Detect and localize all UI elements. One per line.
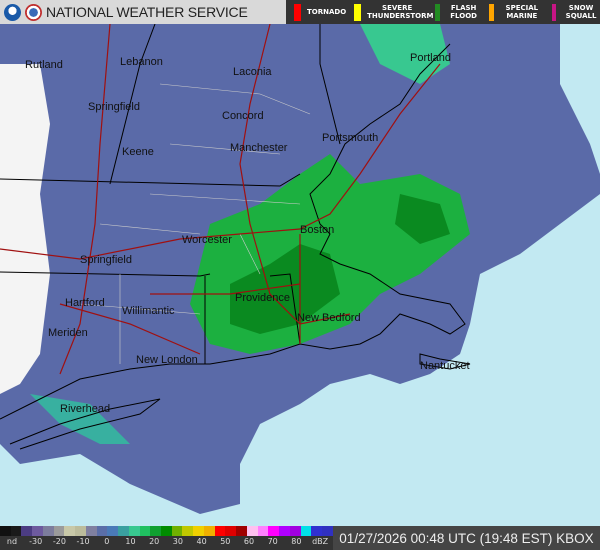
city-label: New London (136, 354, 198, 366)
city-label: Riverhead (60, 403, 111, 415)
scale-swatch (21, 526, 33, 536)
warning-label: TORNADO (307, 8, 347, 16)
city-label: Concord (222, 110, 264, 122)
site-title: NATIONAL WEATHER SERVICE (46, 4, 248, 20)
scale-label: 60 (243, 537, 255, 546)
city-label: Keene (122, 146, 154, 158)
scale-swatch (161, 526, 172, 536)
scale-label: 70 (267, 537, 278, 546)
city-label: Lebanon (120, 56, 163, 68)
county-borders (79, 83, 311, 364)
radar-green-core (230, 194, 450, 334)
scale-swatch (268, 526, 280, 536)
city-label: Nantucket (420, 360, 470, 372)
coastline (0, 43, 471, 450)
scale-swatch (118, 526, 129, 536)
timestamp: 01/27/2026 00:48 UTC (19:48 EST) KBOX (333, 526, 600, 550)
scale-swatch (322, 526, 333, 536)
city-label: Portsmouth (322, 132, 379, 144)
warning-legend: TORNADO SEVERE THUNDERSTORM FLASH FLOOD SPE… (286, 0, 600, 24)
warning-flash-flood: FLASH FLOOD (435, 3, 481, 21)
city-label: Hartford (65, 297, 105, 309)
scale-label: dBZ (312, 537, 329, 546)
scale-swatch (64, 526, 76, 536)
warning-swatch (294, 3, 301, 21)
city-label: Providence (235, 292, 291, 304)
scale-swatch (0, 526, 11, 536)
scale-swatch (182, 526, 194, 536)
state-borders (0, 24, 341, 364)
warning-snow-squall: SNOW SQUALL (551, 3, 600, 21)
warning-label: SNOW SQUALL (565, 4, 597, 20)
scale-label: -30 (29, 537, 43, 546)
scale-swatch (225, 526, 237, 536)
scale-swatch (75, 526, 86, 536)
warning-label: SPECIAL MARINE (505, 4, 539, 20)
scale-swatch (311, 526, 323, 536)
city-label: Springfield (88, 101, 140, 113)
radar-map[interactable] (0, 24, 600, 526)
city-label: New Bedford (297, 312, 361, 324)
scale-swatch (53, 526, 65, 536)
scale-swatch (107, 526, 119, 536)
scale-label: nd (6, 537, 18, 546)
warning-severe-thunderstorm: SEVERE THUNDERSTORM (354, 3, 434, 21)
warning-swatch (489, 3, 495, 21)
city-label: Meriden (48, 327, 88, 339)
highways (0, 24, 441, 375)
scale-swatch (32, 526, 43, 536)
warning-label: FLASH FLOOD (450, 4, 477, 20)
scale-swatch (203, 526, 215, 536)
scale-swatch (236, 526, 247, 536)
scale-swatch (257, 526, 269, 536)
scale-label: -20 (52, 537, 66, 546)
scale-labels: nd -30 -20 -10 0 10 20 30 40 50 60 70 80 dBZ (0, 537, 333, 549)
city-label: Boston (300, 224, 335, 236)
scale-label: 80 (291, 537, 302, 546)
brand: NATIONAL WEATHER SERVICE (0, 0, 285, 24)
noaa-logo (4, 3, 21, 21)
scale-swatch (42, 526, 54, 536)
scale-swatch (300, 526, 312, 536)
warning-tornado: TORNADO (294, 3, 347, 21)
warning-swatch (354, 3, 362, 21)
scale-swatch (289, 526, 301, 536)
scale-swatch (128, 526, 140, 536)
scale-label: -10 (76, 537, 90, 546)
scale-swatch (214, 526, 226, 536)
scale-swatch (10, 526, 22, 536)
reflectivity-color-scale (0, 526, 333, 536)
scale-swatch (279, 526, 290, 536)
warning-swatch (435, 3, 440, 21)
header: NATIONAL WEATHER SERVICE TORNADO SEVERE T… (0, 0, 600, 24)
nws-logo (25, 3, 42, 21)
scale-label: 0 (104, 537, 110, 546)
warning-swatch (551, 3, 557, 21)
scale-swatch (139, 526, 151, 536)
scale-label: 40 (196, 537, 207, 546)
city-label: Laconia (233, 66, 272, 78)
scale-swatch (171, 526, 183, 536)
city-label: Willimantic (122, 305, 175, 317)
scale-swatch (96, 526, 108, 536)
radar-light-north (360, 24, 450, 84)
city-label: Worcester (182, 234, 232, 246)
city-label: Rutland (25, 59, 63, 71)
scale-label: 50 (220, 537, 231, 546)
city-label: Springfield (80, 254, 132, 266)
warning-special-marine: SPECIAL MARINE (489, 3, 543, 21)
scale-swatch (150, 526, 162, 536)
scale-swatch (246, 526, 258, 536)
city-label: Manchester (230, 142, 288, 154)
scale-swatch (85, 526, 97, 536)
radar-band-li (30, 394, 130, 444)
scale-swatch (193, 526, 204, 536)
no-data-area (0, 64, 50, 394)
scale-label: 30 (172, 537, 183, 546)
scale-label: 20 (149, 537, 160, 546)
scale-label: 10 (125, 537, 136, 546)
warning-label: SEVERE THUNDERSTORM (367, 4, 434, 20)
city-label: Portland (410, 52, 451, 64)
